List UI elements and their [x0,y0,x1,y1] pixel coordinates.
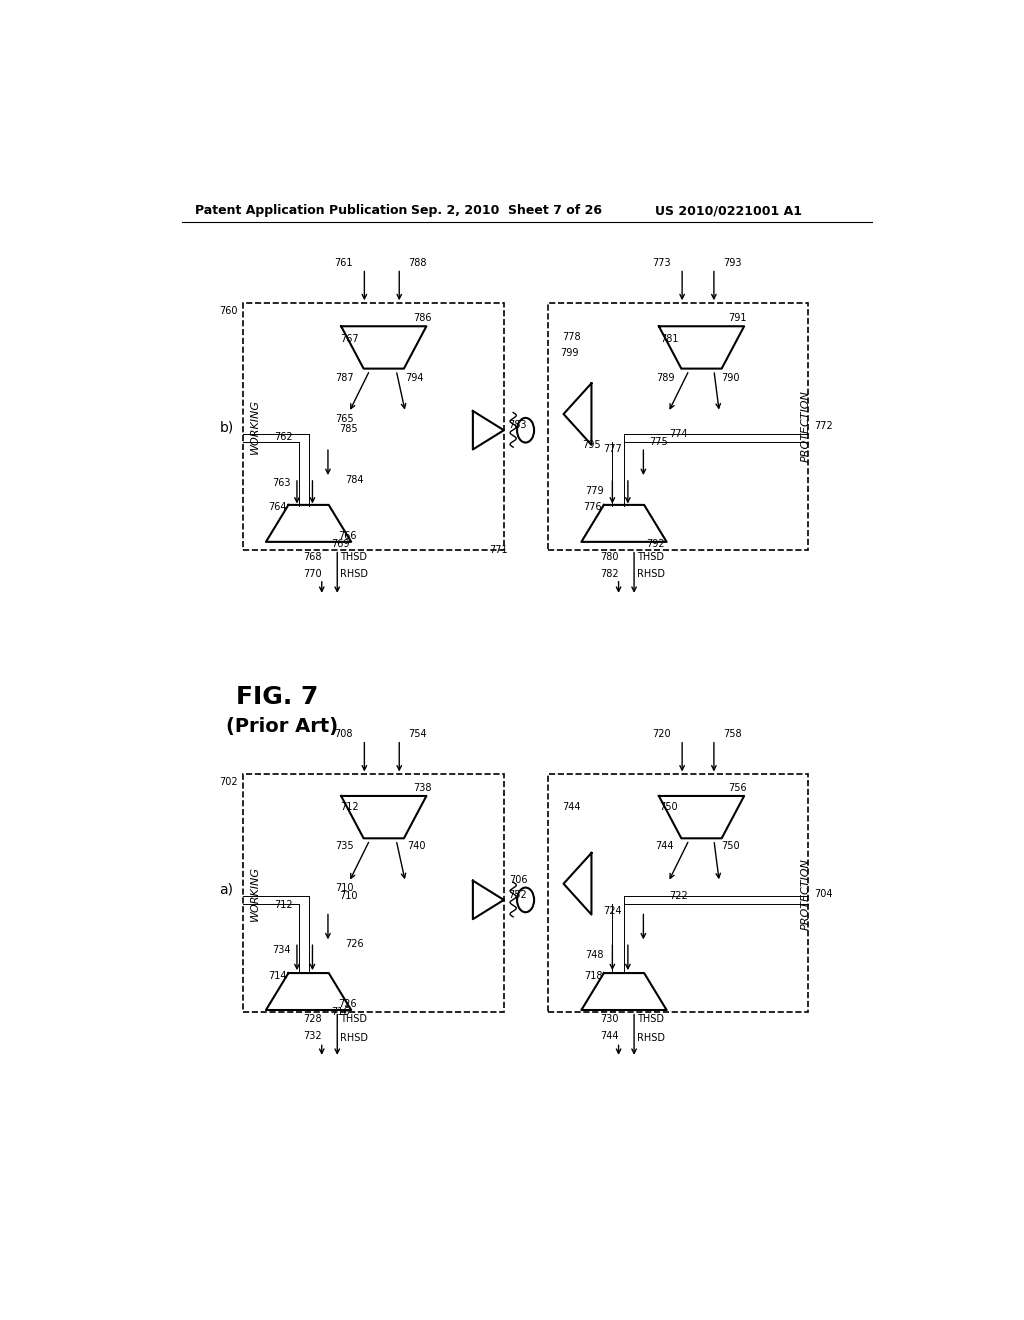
Text: 738: 738 [414,783,432,793]
Text: 773: 773 [652,259,671,268]
Text: WORKING: WORKING [250,399,260,454]
Text: 760: 760 [219,306,238,315]
Bar [243,304,504,549]
Text: 744: 744 [655,841,674,851]
Text: 772: 772 [814,421,833,432]
Bar [548,304,809,549]
Text: 750: 750 [721,841,739,851]
Text: 785: 785 [339,425,357,434]
Text: (Prior Art): (Prior Art) [226,717,339,737]
Text: 799: 799 [560,348,579,358]
Text: 735: 735 [336,841,354,851]
Text: 770: 770 [303,569,322,579]
Text: THSD: THSD [340,1014,368,1024]
Text: 706: 706 [509,875,527,884]
Text: 730: 730 [600,1014,618,1024]
Text: 767: 767 [340,334,359,345]
Text: 780: 780 [600,552,618,562]
Text: 762: 762 [274,432,293,442]
Text: 754: 754 [409,730,427,739]
Text: 769: 769 [331,539,349,549]
Text: RHSD: RHSD [340,1032,369,1043]
Text: Sheet 7 of 26: Sheet 7 of 26 [508,205,602,218]
Text: 752: 752 [508,890,526,899]
Text: 782: 782 [600,569,618,579]
Text: 710: 710 [339,891,357,902]
Text: Sep. 2, 2010: Sep. 2, 2010 [411,205,500,218]
Text: RHSD: RHSD [340,569,369,579]
Text: 740: 740 [407,841,426,851]
Text: RHSD: RHSD [637,1032,666,1043]
Text: 766: 766 [338,531,356,541]
Text: 784: 784 [345,475,364,486]
Text: 791: 791 [729,313,748,323]
Text: FIG. 7: FIG. 7 [237,685,318,709]
Text: 716: 716 [331,1007,349,1016]
Text: 708: 708 [334,730,352,739]
Text: 712: 712 [274,900,293,911]
Text: 710: 710 [335,883,353,894]
Text: b): b) [219,421,233,434]
Text: 732: 732 [303,1031,322,1041]
Text: 787: 787 [336,372,354,383]
Text: 763: 763 [272,478,291,488]
Text: 775: 775 [649,437,668,446]
Text: 750: 750 [659,801,678,812]
Text: 794: 794 [406,372,424,383]
Text: 771: 771 [489,545,508,554]
Text: 728: 728 [303,1014,322,1024]
Text: 765: 765 [335,413,353,424]
Text: a): a) [219,883,233,896]
Text: 792: 792 [646,539,665,549]
Text: US 2010/0221001 A1: US 2010/0221001 A1 [655,205,802,218]
Text: 788: 788 [409,259,427,268]
Text: 756: 756 [729,783,748,793]
Text: 714: 714 [268,972,287,981]
Text: 724: 724 [603,907,622,916]
Text: THSD: THSD [637,552,665,562]
Text: 786: 786 [414,313,432,323]
Text: 764: 764 [268,502,287,512]
Text: 789: 789 [656,372,675,383]
Text: 748: 748 [586,950,604,961]
Text: 795: 795 [582,440,601,450]
Text: 783: 783 [508,420,526,430]
Text: 744: 744 [600,1031,618,1041]
Text: 712: 712 [340,801,359,812]
Text: 761: 761 [334,259,352,268]
Text: 704: 704 [814,888,833,899]
Text: 768: 768 [303,552,322,562]
Text: PROTECTION: PROTECTION [801,858,811,929]
Text: THSD: THSD [637,1014,665,1024]
Text: 781: 781 [659,334,678,345]
Text: 774: 774 [669,429,687,440]
Text: WORKING: WORKING [250,866,260,921]
Text: 793: 793 [723,259,741,268]
Text: 779: 779 [586,486,604,496]
Text: 778: 778 [562,333,581,342]
Text: THSD: THSD [340,552,368,562]
Text: 722: 722 [669,891,688,902]
Bar [243,775,504,1011]
Text: 777: 777 [603,445,622,454]
Text: PROTECTION: PROTECTION [801,391,811,462]
Text: 758: 758 [723,730,741,739]
Text: RHSD: RHSD [637,569,666,579]
Text: 718: 718 [584,972,602,981]
Text: 720: 720 [652,730,671,739]
Text: 776: 776 [584,502,602,512]
Text: 726: 726 [345,939,364,949]
Text: 790: 790 [721,372,739,383]
Text: Patent Application Publication: Patent Application Publication [196,205,408,218]
Text: 726: 726 [338,999,356,1008]
Bar [548,775,809,1011]
Text: 744: 744 [562,801,581,812]
Text: 702: 702 [219,777,238,787]
Text: 734: 734 [272,945,291,954]
